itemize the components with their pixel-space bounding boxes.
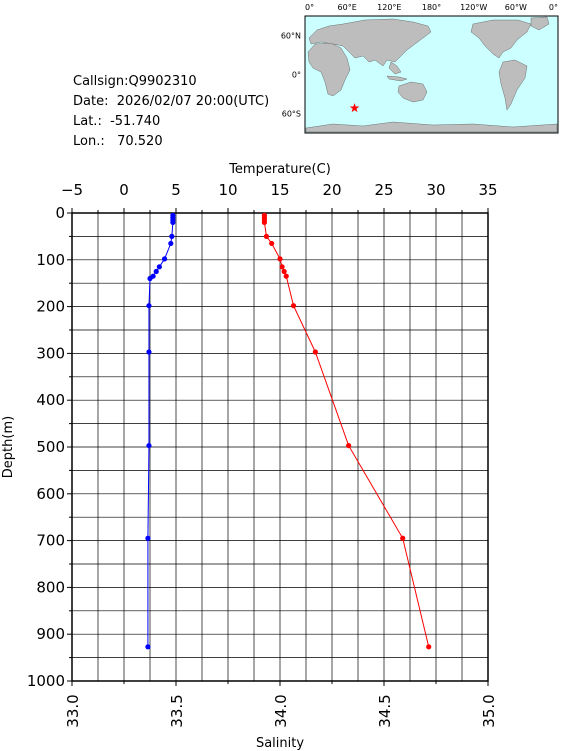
y-axis-tick-label: 700 (36, 532, 65, 550)
bottom-axis-tick-label: 34.5 (376, 694, 394, 727)
plot-frame (71, 212, 489, 682)
series-1-point (146, 349, 152, 355)
map-top-tick-label: 120°E (377, 3, 401, 12)
series-1-point (170, 212, 176, 218)
y-axis-tick-label: 600 (36, 485, 65, 503)
y-axis-tick-label: 1000 (27, 672, 65, 690)
south-america-landmass (498, 59, 528, 111)
longitude-text: Lon.: 70.520 (73, 134, 163, 149)
chart-grid (72, 213, 488, 681)
series-1-point (145, 644, 151, 650)
top-axis-label: Temperature(C) (228, 162, 331, 177)
top-axis-tick-label: 35 (478, 181, 497, 199)
series-0-point (312, 349, 318, 355)
series-1-point (169, 233, 175, 239)
top-axis-tick-label: 25 (374, 181, 393, 199)
chart-axes: −5 0 5 10 15 20 25 30 35 33.0 33.5 34.0 34.5 35.0 0 100… (27, 181, 498, 728)
map-top-tick-label: 120°W (460, 3, 487, 12)
map-star-marker (349, 103, 360, 113)
series-0-point (283, 273, 289, 279)
north-america-landmass (470, 19, 532, 59)
y-axis-label: Depth(m) (1, 416, 16, 478)
top-axis-tick-label: 20 (322, 181, 341, 199)
series-0-point (261, 219, 267, 225)
callsign-text: Callsign:Q9902310 (73, 74, 197, 89)
y-axis-tick-label: 800 (36, 578, 65, 596)
antarctica-landmass (305, 121, 558, 133)
series-0-point (426, 644, 432, 650)
top-axis-tick-label: 5 (171, 181, 181, 199)
series-1-line (147, 215, 174, 647)
series-1-point (147, 275, 153, 282)
series-0-point (263, 233, 270, 239)
series-0-point (281, 268, 287, 275)
map-top-tick-label: 0° (549, 3, 558, 12)
series-0-point (261, 212, 267, 218)
y-axis-tick-label: 300 (36, 344, 65, 362)
series-1-point (170, 215, 176, 221)
star-icon (349, 103, 360, 113)
chart-series (145, 212, 432, 650)
series-1-point (145, 535, 151, 541)
y-axis-tick-label: 500 (36, 438, 65, 456)
series-1-point (170, 217, 176, 223)
map-left-tick-label: 0° (292, 71, 301, 80)
location-map: 0° 60°E 120°E 180° 120°W 60°W 0° 60°N 0° 60°S (281, 3, 559, 134)
map-land (305, 16, 558, 133)
bottom-axis-tick-label: 34.0 (272, 694, 290, 727)
indonesia-islands (386, 75, 408, 82)
series-1-point (146, 303, 152, 309)
series-0-point (279, 264, 285, 270)
series-1-point (170, 219, 176, 225)
series-0-point (261, 217, 267, 223)
greenland-landmass (530, 16, 550, 31)
australia-landmass (397, 81, 428, 103)
series-0-point (277, 256, 283, 262)
bottom-axis-tick-label: 35.0 (480, 694, 498, 727)
series-1-point (150, 273, 156, 279)
series-1-point (161, 256, 168, 262)
series-0-point (269, 240, 275, 247)
map-top-tick-label: 60°W (505, 3, 527, 12)
bottom-axis-tick-label: 33.5 (168, 694, 186, 727)
bottom-axis-tick-label: 33.0 (64, 694, 82, 727)
series-1-point (156, 264, 162, 270)
date-text: Date: 2026/02/07 20:00(UTC) (73, 94, 270, 109)
y-axis-tick-label: 100 (36, 251, 65, 269)
map-top-tick-labels: 0° 60°E 120°E 180° 120°W 60°W 0° (305, 3, 558, 12)
bottom-axis-label: Salinity (256, 736, 304, 751)
series-0-point (346, 442, 352, 449)
top-axis-tick-label: 0 (119, 181, 129, 199)
top-axis-tick-label: 30 (426, 181, 445, 199)
top-axis-tick-label: 10 (218, 181, 237, 199)
y-axis-tick-label: 400 (36, 391, 65, 409)
series-0-point (261, 215, 267, 221)
map-top-tick-label: 60°E (338, 3, 357, 12)
y-axis-tick-label: 0 (55, 204, 65, 222)
series-1-point (168, 240, 174, 247)
series-1-point (153, 268, 159, 275)
eurasia-landmass (308, 18, 432, 67)
map-top-tick-label: 0° (305, 3, 314, 12)
map-left-tick-label: 60°N (281, 32, 301, 41)
series-0-point (400, 535, 406, 541)
float-info-panel: Callsign:Q9902310 Date: 2026/02/07 20:00… (73, 72, 269, 152)
southeast-asia-landmass (388, 61, 402, 75)
map-left-tick-label: 60°S (282, 110, 301, 119)
series-0-point (290, 303, 297, 309)
y-axis-tick-label: 900 (36, 625, 65, 643)
top-axis-tick-label: 15 (270, 181, 289, 199)
latitude-text: Lat.: -51.740 (73, 114, 161, 129)
map-top-tick-label: 180° (422, 3, 441, 12)
series-0-line (263, 215, 430, 647)
y-axis-tick-label: 200 (36, 298, 65, 316)
africa-landmass (307, 42, 351, 97)
map-left-tick-labels: 60°N 0° 60°S (281, 32, 301, 119)
series-1-point (146, 442, 152, 449)
top-axis-tick-label: −5 (61, 181, 83, 199)
